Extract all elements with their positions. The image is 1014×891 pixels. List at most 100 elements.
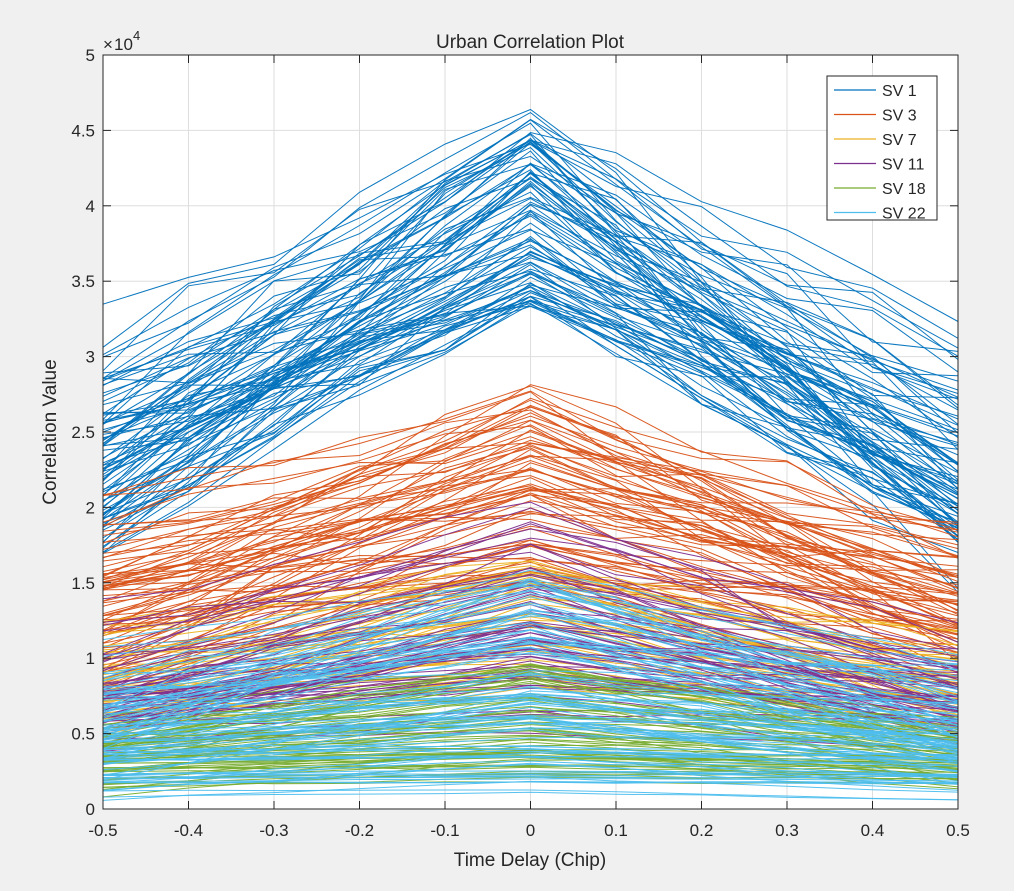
series-line bbox=[103, 250, 958, 470]
y-tick-label: 3.5 bbox=[71, 272, 95, 291]
series-line bbox=[103, 648, 958, 715]
series-line bbox=[103, 692, 958, 745]
series-line bbox=[103, 791, 958, 801]
series-line bbox=[103, 412, 958, 612]
series-line bbox=[103, 663, 958, 739]
series-line bbox=[103, 162, 958, 549]
y-tick-label: 3 bbox=[86, 348, 95, 367]
series-line bbox=[103, 409, 958, 615]
series-line bbox=[103, 736, 958, 755]
series-line bbox=[103, 462, 958, 671]
series-line bbox=[103, 766, 958, 777]
series-line bbox=[103, 636, 958, 723]
series-line bbox=[103, 244, 958, 447]
series-line bbox=[103, 727, 958, 764]
chart-title: Urban Correlation Plot bbox=[436, 32, 625, 53]
series-line bbox=[103, 425, 958, 650]
legend-entry: SV 7 bbox=[882, 132, 917, 149]
x-tick-label: 0.5 bbox=[946, 821, 970, 840]
series-line bbox=[103, 415, 958, 568]
x-tick-label: 0.4 bbox=[861, 821, 885, 840]
series-line bbox=[103, 543, 958, 712]
series-line bbox=[103, 653, 958, 726]
series-line bbox=[103, 447, 958, 611]
series-line bbox=[103, 261, 958, 431]
series-line bbox=[103, 255, 958, 514]
x-axis-ticks: -0.5 -0.4 -0.3 -0.2 -0.1 0 0.1 0.2 0.3 0.4 0.5 bbox=[88, 55, 970, 840]
series-line bbox=[103, 273, 958, 446]
series-line bbox=[103, 613, 958, 730]
series-line bbox=[103, 209, 958, 470]
series-line bbox=[103, 455, 958, 607]
series-line bbox=[103, 716, 958, 773]
series-line bbox=[103, 276, 958, 528]
series-line bbox=[103, 282, 958, 553]
series-line bbox=[103, 579, 958, 734]
series-line bbox=[103, 268, 958, 526]
series-line bbox=[103, 516, 958, 654]
series-line bbox=[103, 197, 958, 497]
x-tick-label: 0.3 bbox=[775, 821, 799, 840]
y-axis-ticks: 0 0.5 1 1.5 2 2.5 3 3.5 4 4.5 5 bbox=[71, 46, 958, 819]
y-tick-label: 2 bbox=[86, 498, 95, 517]
series-line bbox=[103, 507, 958, 663]
series-line bbox=[103, 203, 958, 490]
series-group bbox=[103, 569, 958, 801]
x-tick-label: -0.2 bbox=[345, 821, 374, 840]
series-line bbox=[103, 629, 958, 710]
series-line bbox=[103, 284, 958, 501]
series-line bbox=[103, 629, 958, 752]
series-line bbox=[103, 442, 958, 536]
legend-entry: SV 3 bbox=[882, 108, 917, 125]
x-tick-label: -0.5 bbox=[88, 821, 117, 840]
series-line bbox=[103, 701, 958, 776]
series-line bbox=[103, 729, 958, 771]
series-line bbox=[103, 180, 958, 543]
series-line bbox=[103, 286, 958, 528]
series-line bbox=[103, 429, 958, 644]
series-line bbox=[103, 305, 958, 478]
series-line bbox=[103, 172, 958, 589]
y-tick-label: 0 bbox=[86, 800, 95, 819]
series-line bbox=[103, 721, 958, 772]
legend-entry: SV 11 bbox=[882, 157, 925, 174]
series-line bbox=[103, 118, 958, 425]
series-line bbox=[103, 469, 958, 628]
series-line bbox=[103, 554, 958, 620]
series-line bbox=[103, 246, 958, 507]
series-line bbox=[103, 565, 958, 677]
series-line bbox=[103, 122, 958, 490]
series-line bbox=[103, 112, 958, 400]
y-axis-exponent: × 10 4 bbox=[103, 28, 140, 54]
series-line bbox=[103, 765, 958, 769]
series-line bbox=[103, 625, 958, 751]
series-line bbox=[103, 756, 958, 785]
series-line bbox=[103, 615, 958, 690]
series-line bbox=[103, 585, 958, 720]
y-tick-label: 4 bbox=[86, 197, 95, 216]
series-line bbox=[103, 439, 958, 575]
series-line bbox=[103, 770, 958, 775]
x-tick-label: -0.1 bbox=[430, 821, 459, 840]
x-tick-label: 0 bbox=[526, 821, 535, 840]
x-tick-label: 0.2 bbox=[690, 821, 714, 840]
series-lines bbox=[103, 108, 958, 801]
y-tick-label: 5 bbox=[86, 46, 95, 65]
legend-entry: SV 22 bbox=[882, 206, 926, 223]
series-line bbox=[103, 196, 958, 482]
series-line bbox=[103, 569, 958, 681]
series-line bbox=[103, 698, 958, 765]
series-line bbox=[103, 561, 958, 653]
series-line bbox=[103, 141, 958, 473]
series-line bbox=[103, 132, 958, 507]
series-line bbox=[103, 578, 958, 711]
series-line bbox=[103, 445, 958, 661]
series-line bbox=[103, 210, 958, 496]
series-line bbox=[103, 235, 958, 519]
series-line bbox=[103, 155, 958, 381]
series-line bbox=[103, 603, 958, 739]
series-line bbox=[103, 585, 958, 662]
series-line bbox=[103, 781, 958, 785]
series-line bbox=[103, 695, 958, 760]
